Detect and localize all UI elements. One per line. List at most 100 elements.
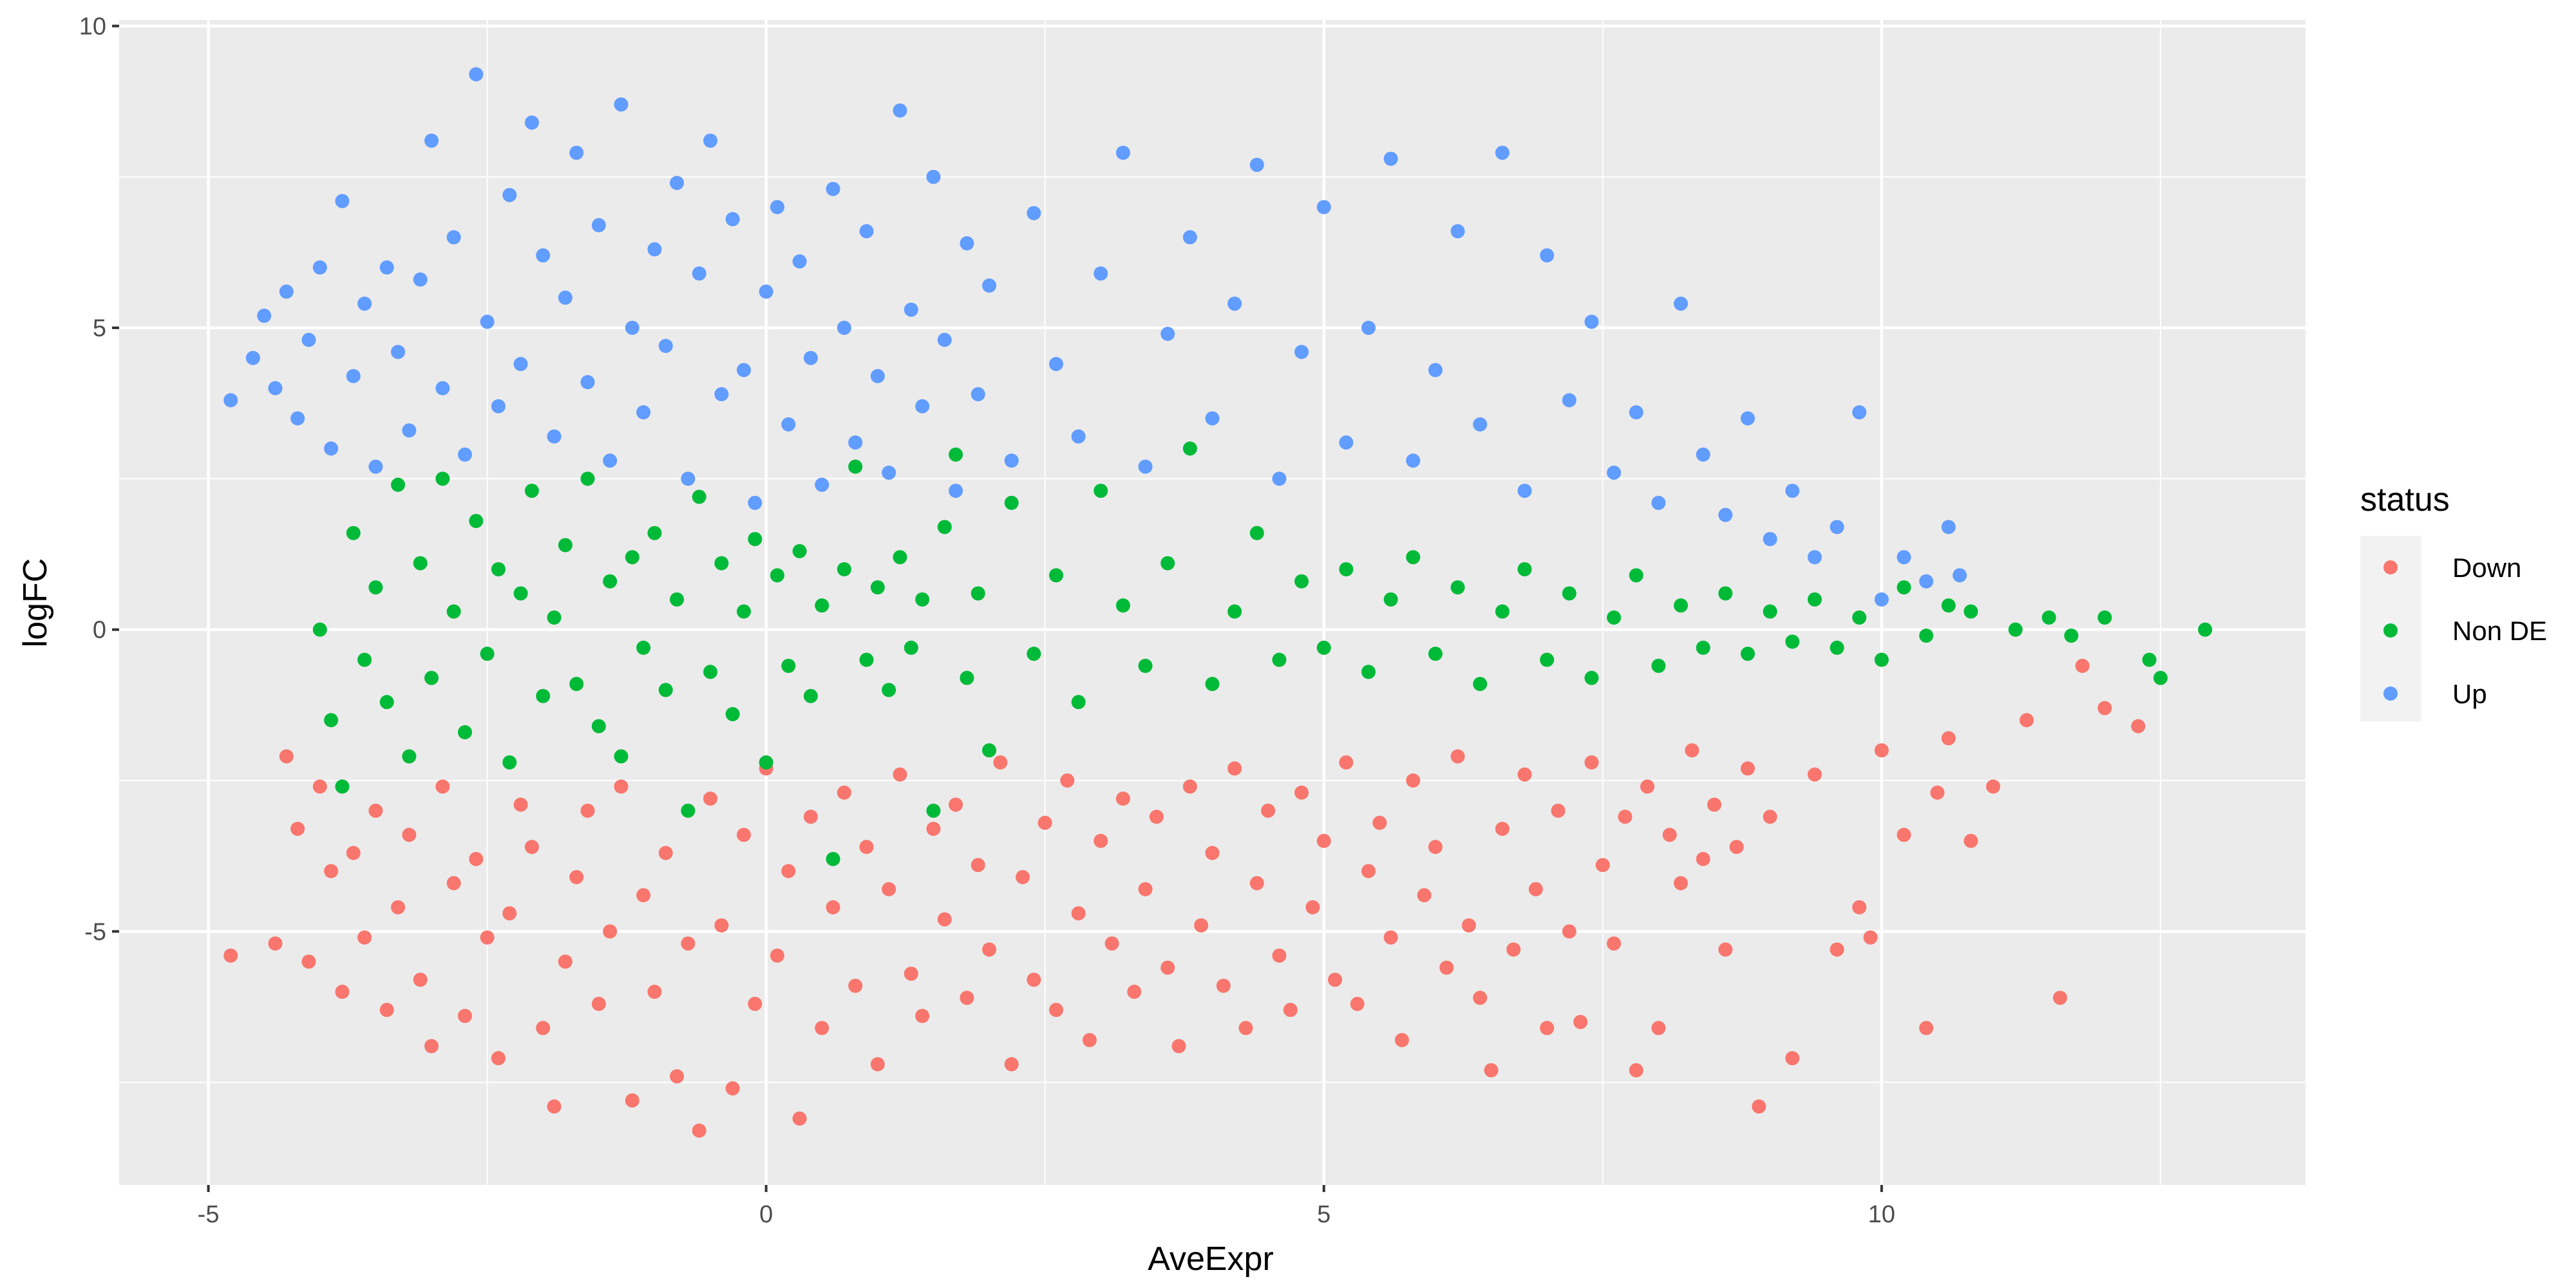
data-point	[737, 604, 751, 619]
data-point	[1328, 972, 1343, 987]
data-point	[2064, 629, 2079, 643]
data-point	[1941, 731, 1956, 746]
data-point	[837, 785, 851, 800]
data-point	[1249, 876, 1264, 891]
data-point	[223, 948, 238, 963]
data-point	[603, 574, 618, 589]
data-point	[1584, 670, 1599, 685]
data-point	[904, 966, 918, 981]
data-point	[1540, 248, 1555, 263]
data-point	[1852, 900, 1867, 914]
data-point	[982, 278, 997, 293]
data-point	[1316, 833, 1331, 848]
data-point	[2019, 713, 2034, 728]
data-point	[1004, 453, 1019, 468]
data-point	[346, 846, 361, 860]
data-point	[1763, 604, 1777, 619]
data-point	[524, 484, 539, 498]
data-point	[335, 194, 350, 209]
data-point	[1339, 755, 1354, 770]
data-point	[815, 598, 829, 613]
data-point	[982, 942, 997, 957]
data-point	[1953, 568, 1967, 583]
data-point	[681, 471, 696, 486]
data-point	[915, 1009, 930, 1023]
data-point	[882, 683, 896, 697]
data-point	[1027, 205, 1041, 220]
data-point	[435, 779, 450, 794]
data-point	[848, 459, 863, 474]
data-point	[324, 713, 339, 728]
data-point	[536, 248, 551, 263]
x-tick-label: 10	[1868, 1201, 1895, 1228]
data-point	[2041, 610, 2056, 625]
data-point	[379, 695, 394, 710]
data-point	[658, 846, 673, 860]
x-tick-label: 5	[1317, 1201, 1331, 1228]
data-point	[2098, 610, 2112, 625]
data-point	[1685, 743, 1700, 758]
data-point	[1115, 598, 1130, 613]
data-point	[1339, 435, 1354, 450]
data-point	[1205, 411, 1220, 426]
data-point	[748, 996, 762, 1011]
data-point	[971, 858, 985, 873]
data-point	[1607, 610, 1622, 625]
data-point	[1495, 146, 1510, 160]
data-point	[435, 381, 450, 395]
data-point	[781, 658, 796, 673]
data-point	[1629, 568, 1643, 583]
data-point	[580, 375, 595, 390]
data-point	[1863, 930, 1878, 945]
data-point	[625, 550, 639, 565]
data-point	[357, 930, 372, 945]
data-point	[1495, 604, 1510, 619]
y-tick-label: 5	[93, 315, 106, 342]
data-point	[502, 187, 517, 202]
data-point	[1740, 411, 1755, 426]
data-point	[837, 321, 851, 336]
data-point	[1249, 526, 1264, 540]
data-point	[480, 647, 495, 661]
data-point	[670, 592, 685, 607]
data-point	[1874, 652, 1889, 667]
data-point	[1205, 846, 1220, 860]
data-point	[1305, 900, 1320, 914]
data-point	[1037, 815, 1052, 830]
data-point	[837, 562, 851, 576]
data-point	[1115, 791, 1130, 806]
data-point	[1294, 574, 1309, 589]
data-point	[1707, 797, 1721, 812]
data-point	[2198, 622, 2213, 637]
data-point	[1517, 767, 1532, 782]
data-point	[1049, 357, 1063, 372]
data-point	[882, 465, 896, 480]
data-point	[402, 423, 417, 438]
data-point	[636, 888, 651, 903]
data-point	[547, 429, 562, 444]
data-point	[2052, 990, 2067, 1005]
data-point	[368, 580, 383, 595]
data-point	[1618, 810, 1633, 824]
data-point	[469, 513, 484, 528]
data-point	[1897, 580, 1911, 595]
data-point	[937, 912, 952, 927]
data-point	[2075, 658, 2090, 673]
data-point	[1194, 918, 1209, 933]
data-point	[1562, 586, 1577, 601]
data-point	[391, 477, 406, 492]
data-point	[1294, 785, 1309, 800]
data-point	[413, 556, 428, 571]
data-point	[1049, 1003, 1063, 1018]
data-point	[926, 169, 941, 184]
data-point	[848, 978, 863, 993]
data-point	[937, 332, 952, 347]
data-point	[1629, 405, 1643, 420]
data-point	[737, 828, 751, 842]
data-point	[1238, 1021, 1253, 1036]
data-point	[379, 260, 394, 275]
data-point	[1517, 562, 1532, 576]
data-point	[1785, 484, 1800, 498]
